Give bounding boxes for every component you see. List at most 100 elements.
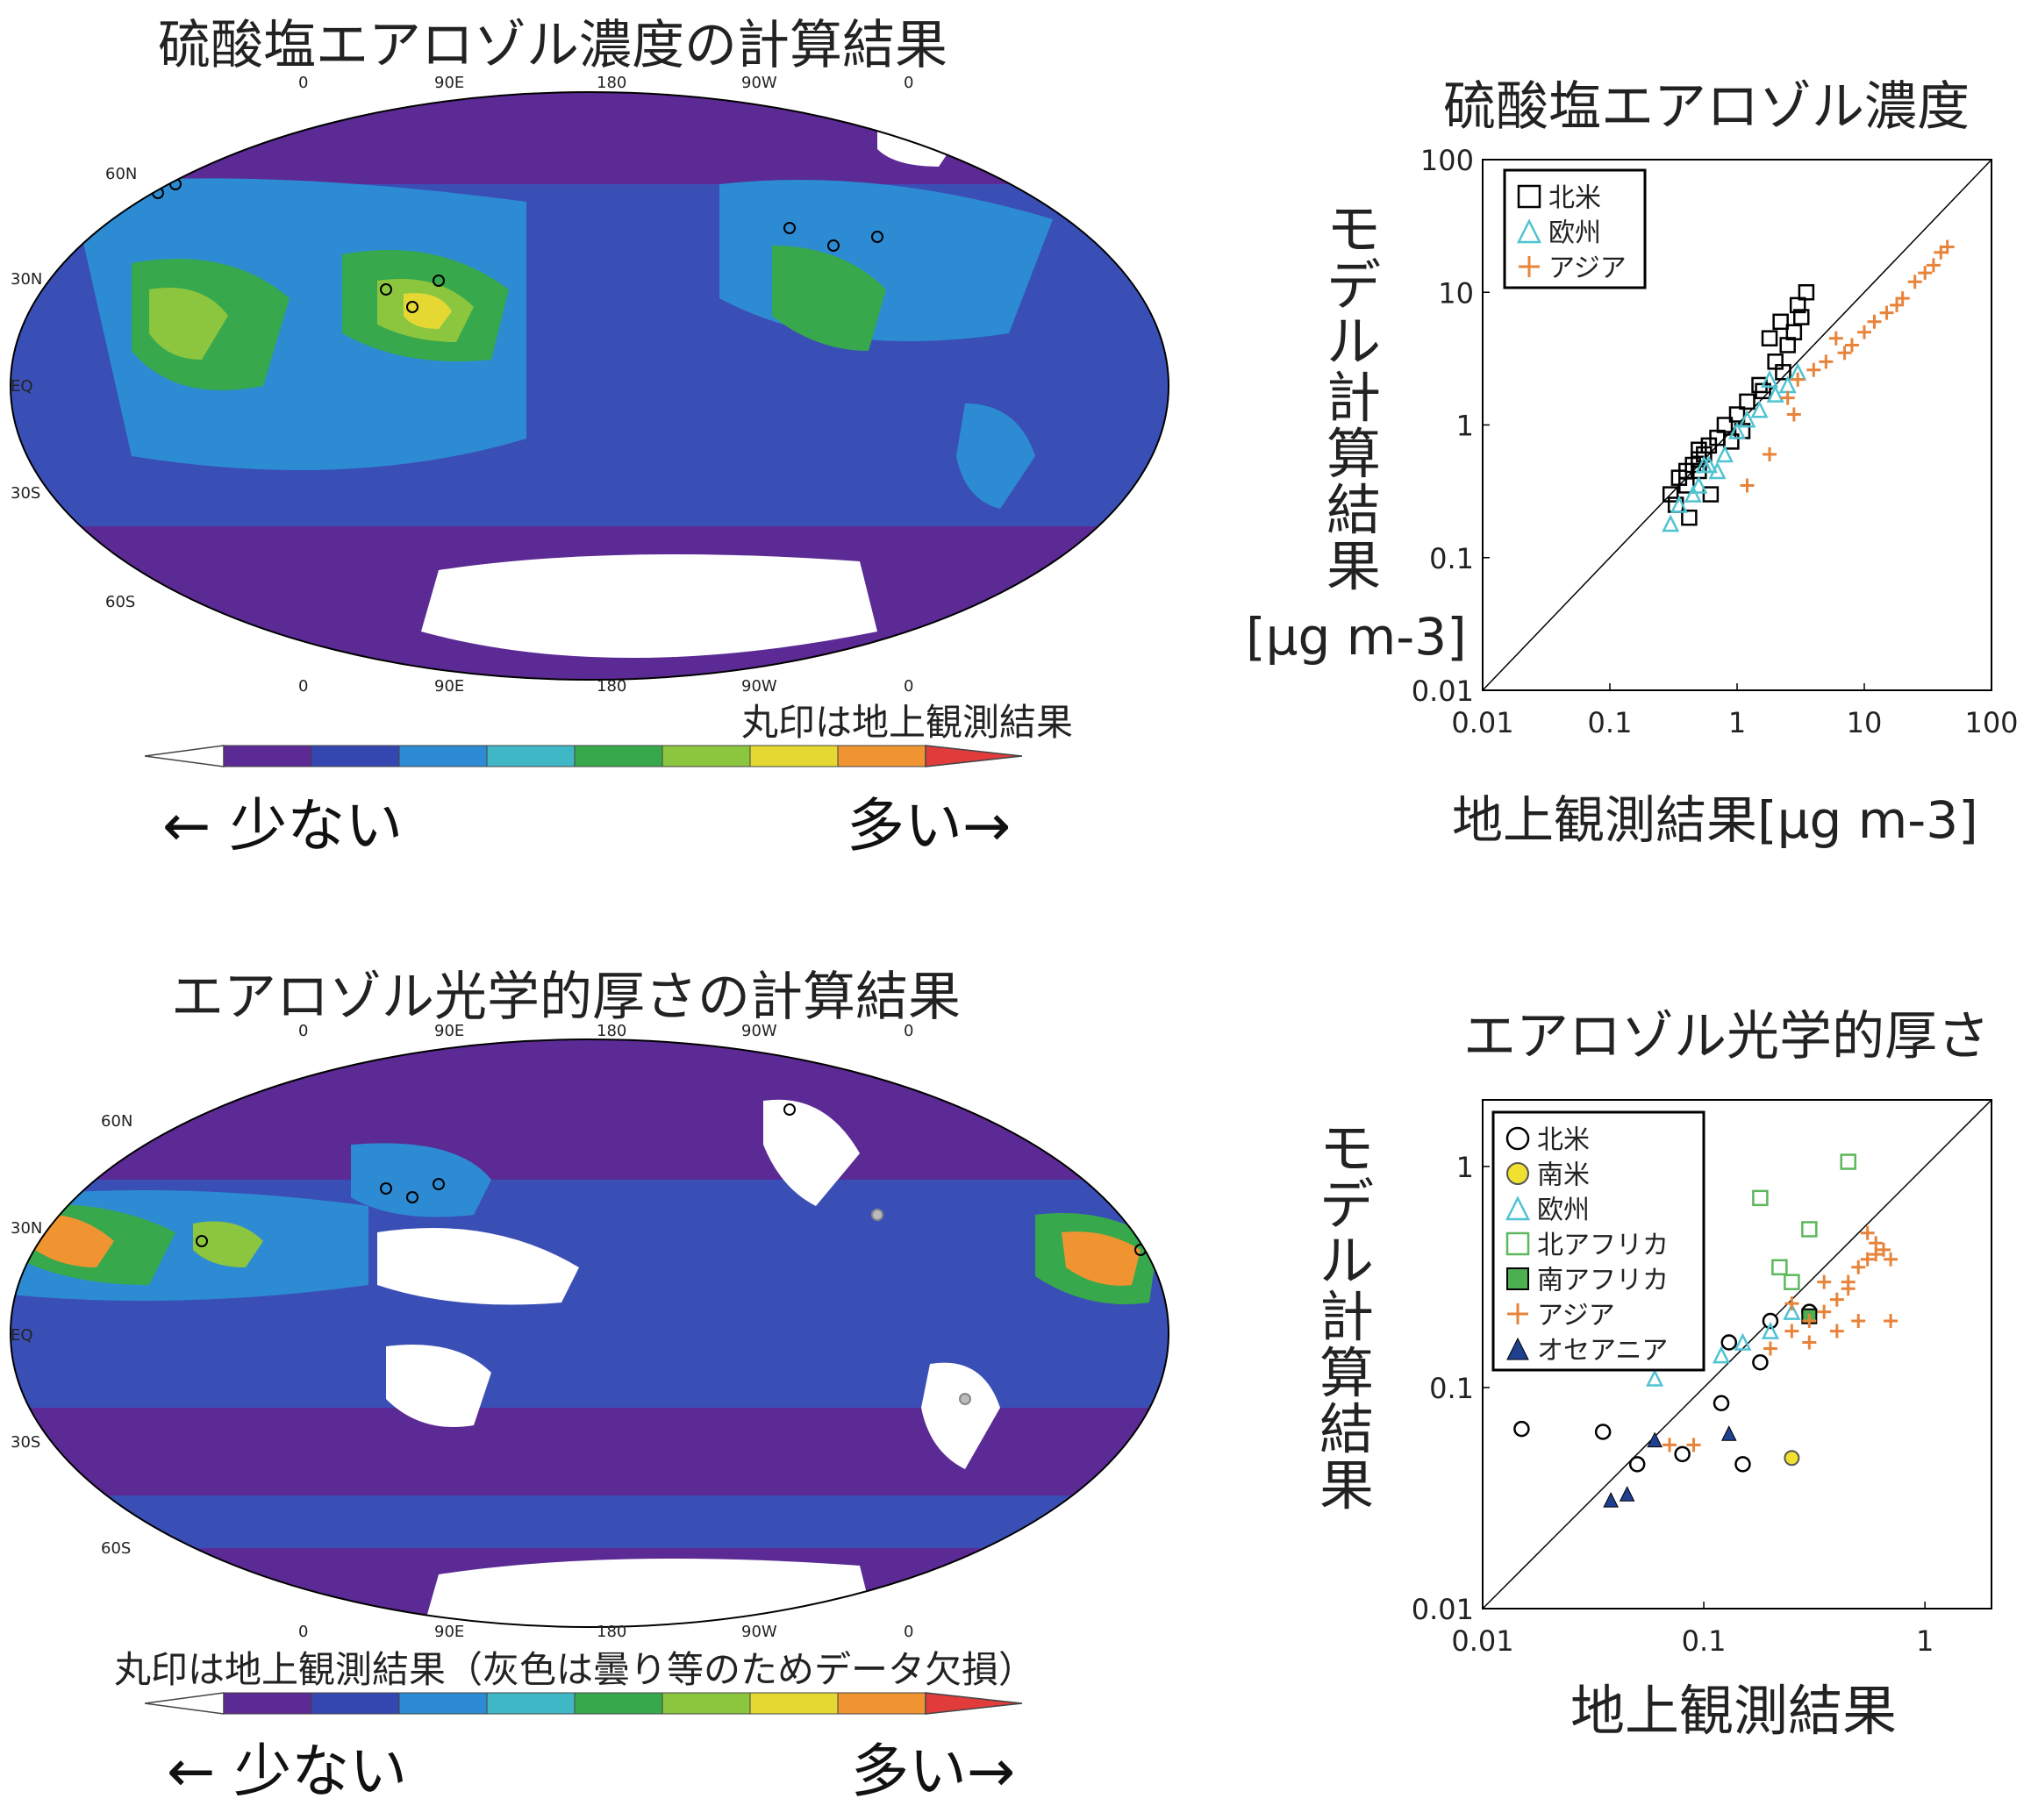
map1-lat-1: 30N (11, 270, 43, 289)
map1-lat-2: EQ (11, 377, 33, 396)
legend-marker (1519, 256, 1540, 277)
scatter1-ylabel-unit: [μg m-3] (1246, 607, 1467, 667)
scatter2-xlabel: 地上観測結果 (1570, 1679, 1898, 1743)
map2-lat-3: 30S (11, 1433, 41, 1452)
map2-aod-map (10, 1038, 1169, 1628)
map1-sulfate-map (10, 91, 1169, 681)
data-point (1828, 331, 1843, 346)
legend-label: 欧州 (1548, 218, 1601, 248)
data-point (1766, 384, 1784, 403)
map2-lat-1: 30N (11, 1219, 43, 1238)
data-point (1713, 1395, 1730, 1411)
map1-lat-3: 30S (11, 484, 41, 503)
colorbar-cell (311, 1692, 400, 1715)
data-point (1860, 1252, 1875, 1267)
x-tick-label: 0.01 (1451, 706, 1513, 739)
data-point (1734, 1456, 1751, 1473)
series-2 (1740, 239, 1955, 493)
map2-top-lon-0: 0 (298, 1022, 309, 1040)
data-point (1784, 1274, 1800, 1290)
data-point (1851, 1260, 1866, 1274)
scatter1-xlabel: 地上観測結果[μg m-3] (1452, 790, 1978, 850)
data-point (1662, 486, 1679, 503)
y-tick-label: 1 (1456, 1151, 1474, 1184)
data-point (1761, 1321, 1779, 1339)
data-point (1829, 1324, 1844, 1338)
colorbar-cell (223, 745, 312, 767)
legend-marker (1505, 1195, 1531, 1221)
data-point (1594, 1424, 1612, 1440)
data-point (1784, 1324, 1799, 1338)
map1-lat-4: 60S (105, 593, 136, 611)
x-tick-label: 10 (1847, 706, 1883, 739)
data-point (1752, 1353, 1769, 1371)
series-1 (1662, 362, 1807, 532)
data-point (1786, 407, 1801, 422)
data-point (1752, 1189, 1769, 1207)
colorbar-cell (223, 1692, 312, 1715)
data-point (1918, 266, 1933, 281)
data-point (1840, 1153, 1856, 1170)
colorbar-cell (837, 1692, 926, 1715)
map1-more-label: 多い→ (847, 792, 1012, 860)
legend-label: アジア (1548, 253, 1627, 283)
y-tick-label: 100 (1420, 144, 1474, 177)
data-point (1628, 1456, 1646, 1473)
data-point (1860, 1225, 1875, 1240)
map2-top-lon-2: 180 (597, 1022, 627, 1040)
data-point (1674, 1445, 1691, 1463)
legend-label: 北米 (1537, 1124, 1590, 1155)
map1-bottom-lon-2: 180 (597, 677, 627, 696)
left-arrow-icon: ← (162, 792, 211, 860)
series-6 (1603, 1425, 1737, 1508)
map1-note: 丸印は地上観測結果 (741, 701, 1074, 744)
map1-top-lon-4: 0 (904, 74, 914, 92)
legend-marker (1507, 1303, 1528, 1324)
map2-top-lon-4: 0 (904, 1022, 914, 1040)
colorbar-cell (661, 1692, 751, 1715)
data-point (1734, 1332, 1752, 1351)
right-arrow-icon: → (962, 792, 1012, 860)
map1-top-lon-0: 0 (298, 74, 309, 92)
data-point (1780, 390, 1795, 405)
data-point (1876, 1242, 1891, 1257)
map2-top-lon-3: 90W (741, 1022, 777, 1040)
data-point (1728, 406, 1746, 423)
one-to-one-line (1482, 1099, 1992, 1609)
data-point (1763, 1341, 1777, 1356)
scatter1-title: 硫酸塩エアロゾル濃度 (1443, 76, 1970, 138)
data-point (1844, 338, 1859, 353)
x-tick-label: 100 (1964, 706, 2018, 739)
colorbar-max-triangle (925, 1692, 1023, 1715)
map1-bottom-lon-1: 90E (434, 677, 465, 696)
legend-label: アジア (1537, 1300, 1615, 1331)
y-tick-label: 10 (1438, 276, 1474, 310)
map2-bottom-lon-2: 180 (597, 1623, 627, 1641)
series-3 (1752, 1153, 1856, 1290)
map1-title: 硫酸塩エアロゾル濃度の計算結果 (158, 15, 947, 76)
data-point (1760, 369, 1779, 388)
map1-lat-0: 60N (105, 165, 138, 183)
colorbar-cell (749, 745, 839, 767)
data-point (1801, 1221, 1818, 1238)
map1-top-lon-2: 180 (597, 74, 627, 92)
data-point (1802, 1314, 1817, 1329)
data-point (1690, 475, 1708, 494)
legend-marker (1505, 1231, 1530, 1256)
data-point (1879, 305, 1894, 320)
x-tick-label: 1 (1728, 706, 1746, 739)
data-point (1762, 1312, 1779, 1330)
data-point (1716, 417, 1734, 433)
legend-marker (1517, 184, 1541, 209)
data-point (1702, 486, 1720, 503)
data-point (1720, 1334, 1738, 1351)
right-arrow-icon: → (967, 1738, 1016, 1805)
left-arrow-icon: ← (167, 1738, 216, 1805)
legend-marker (1506, 1337, 1529, 1360)
legend-label: 南アフリカ (1537, 1265, 1669, 1295)
data-point (1806, 362, 1821, 377)
data-point (1857, 325, 1871, 339)
data-point (1691, 441, 1707, 459)
series-0 (1513, 1303, 1818, 1473)
